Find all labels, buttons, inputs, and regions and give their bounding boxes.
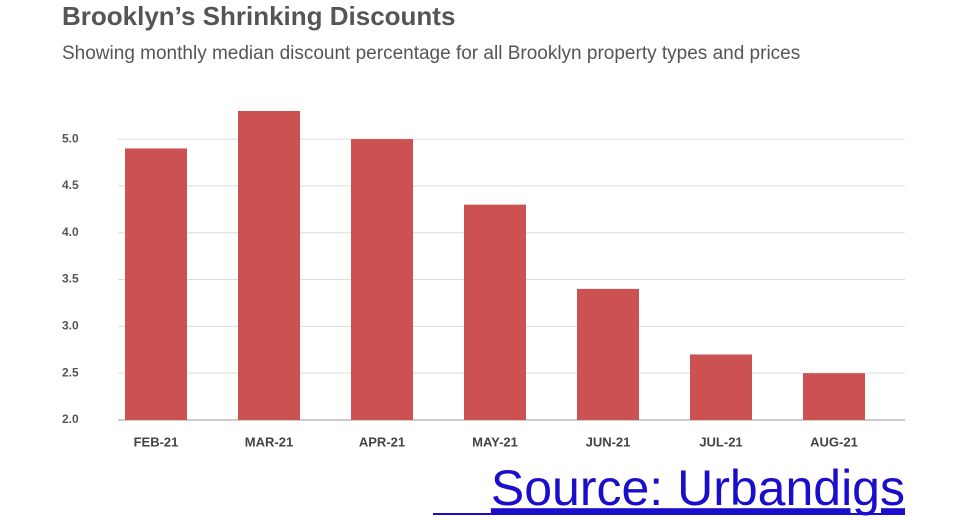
chart-subtitle: Showing monthly median discount percenta…: [62, 43, 800, 64]
y-tick-label: 4.0: [62, 225, 79, 239]
x-tick-label: AUG-21: [810, 434, 858, 449]
y-tick-label: 4.5: [62, 178, 79, 192]
x-tick-label: MAR-21: [245, 434, 293, 449]
bar: [803, 373, 865, 420]
bar: [238, 111, 300, 420]
bar: [690, 354, 752, 420]
source-link[interactable]: Source: Urbandigs: [491, 460, 905, 516]
bar: [577, 288, 639, 420]
y-tick-label: 3.0: [62, 319, 79, 333]
x-tick-label: APR-21: [359, 434, 405, 449]
x-tick-label: MAY-21: [472, 434, 518, 449]
bar: [125, 148, 187, 421]
bar: [464, 204, 526, 420]
y-tick-label: 2.5: [62, 365, 79, 379]
bar: [351, 139, 413, 420]
y-tick-label: 2.0: [62, 412, 79, 426]
chart-title: Brooklyn’s Shrinking Discounts: [62, 1, 455, 31]
x-tick-label: JUN-21: [586, 434, 631, 449]
y-tick-label: 5.0: [62, 131, 79, 145]
y-tick-label: 3.5: [62, 272, 79, 286]
x-tick-label: JUL-21: [699, 434, 742, 449]
x-tick-label: FEB-21: [134, 434, 179, 449]
